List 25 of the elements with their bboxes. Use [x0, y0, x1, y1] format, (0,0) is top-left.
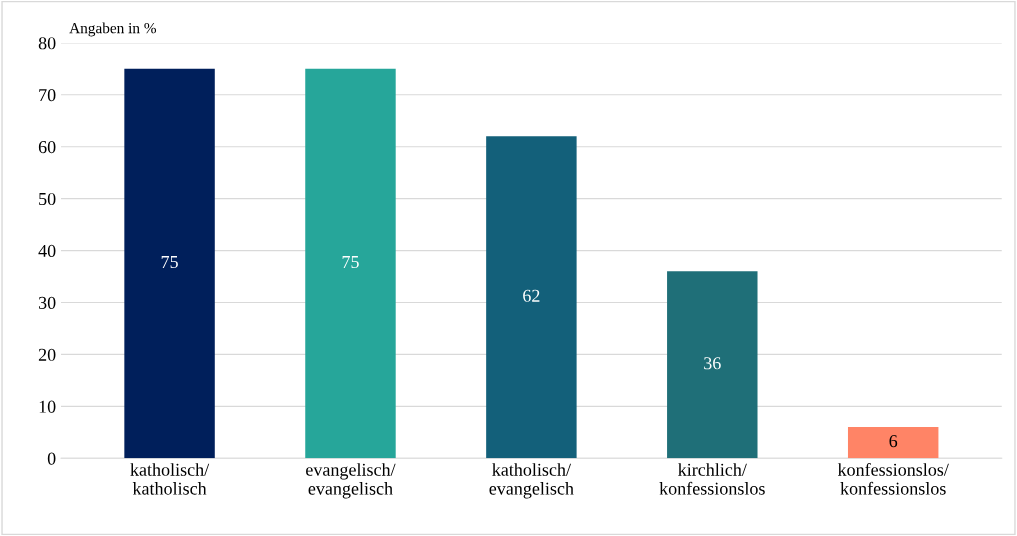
- y-tick-label: 70: [39, 89, 56, 102]
- data-label: 36: [704, 357, 721, 370]
- x-tick-label: evangelisch/ evangelisch: [306, 463, 396, 499]
- x-tick-label: kirchlich/ konfessionslos: [659, 463, 765, 495]
- data-label: 75: [342, 256, 359, 269]
- y-tick-label: 20: [38, 348, 56, 361]
- bar: [847, 427, 939, 459]
- x-tick-label: katholisch/ evangelisch: [489, 463, 574, 499]
- y-tick-label: 0: [47, 452, 56, 465]
- y-tick-label: 10: [39, 400, 56, 413]
- bar: [124, 68, 215, 459]
- y-tick-label: 60: [38, 140, 56, 154]
- data-label: 75: [161, 256, 178, 269]
- x-tick-label: katholisch/ katholisch: [130, 463, 210, 495]
- y-tick-label: 50: [39, 192, 56, 206]
- bar: [486, 136, 577, 459]
- data-label: 62: [523, 289, 540, 302]
- x-tick-label: konfessionslos/ konfessionslos: [837, 462, 949, 495]
- y-tick-label: 80: [38, 37, 56, 50]
- y-tick-label: 30: [38, 296, 56, 309]
- y-tick-label: 40: [38, 244, 56, 258]
- bar: [305, 68, 396, 459]
- bar: [667, 271, 758, 459]
- data-label: 6: [889, 435, 898, 448]
- text: Angaben in %: [69, 22, 157, 37]
